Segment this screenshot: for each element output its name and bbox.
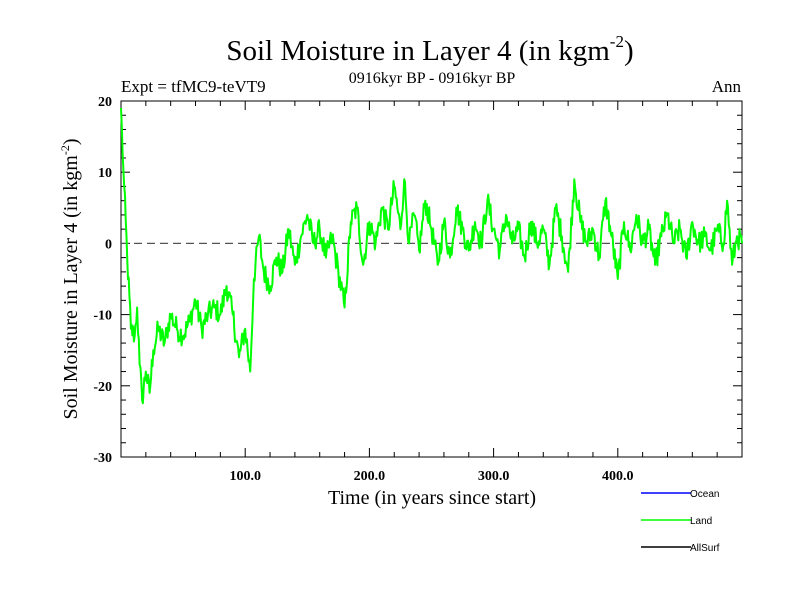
y-tick-label: -30 (93, 451, 112, 466)
legend-label-ocean: Ocean (690, 489, 719, 500)
x-tick-label: 100.0 (229, 469, 261, 484)
y-tick-label: 10 (98, 166, 112, 181)
x-tick-label: 200.0 (354, 469, 386, 484)
subtitle-right: Ann (712, 77, 742, 96)
legend: Ocean Land AllSurf (641, 489, 720, 554)
y-tick-label: -20 (93, 380, 112, 395)
x-axis: 100.0 200.0 300.0 400.0 (145, 101, 718, 484)
subtitle-center: 0916kyr BP - 0916kyr BP (349, 70, 516, 87)
y-tick-label: 0 (105, 237, 112, 252)
y-axis-label-sup: -2 (58, 145, 72, 155)
y-axis: 20 10 0 -10 -20 -30 (93, 95, 742, 466)
y-axis-label-close: ) (60, 138, 82, 145)
y-tick-label: 20 (98, 95, 112, 110)
chart-title-close: ) (624, 35, 634, 67)
y-axis-label: Soil Moisture in Layer 4 (in kgm-2) (58, 138, 82, 419)
y-tick-label: -10 (93, 309, 112, 324)
series-line-land (120, 108, 743, 405)
chart-title-sup: -2 (610, 32, 624, 51)
legend-label-land: Land (690, 516, 712, 527)
x-tick-label: 300.0 (478, 469, 510, 484)
x-tick-label: 400.0 (602, 469, 634, 484)
x-axis-label: Time (in years since start) (328, 487, 536, 509)
chart-title: Soil Moisture in Layer 4 (in kgm-2) (226, 32, 633, 67)
subtitle-left: Expt = tfMC9-teVT9 (121, 77, 266, 96)
legend-label-allsurf: AllSurf (690, 543, 720, 554)
plot-frame (120, 100, 743, 458)
